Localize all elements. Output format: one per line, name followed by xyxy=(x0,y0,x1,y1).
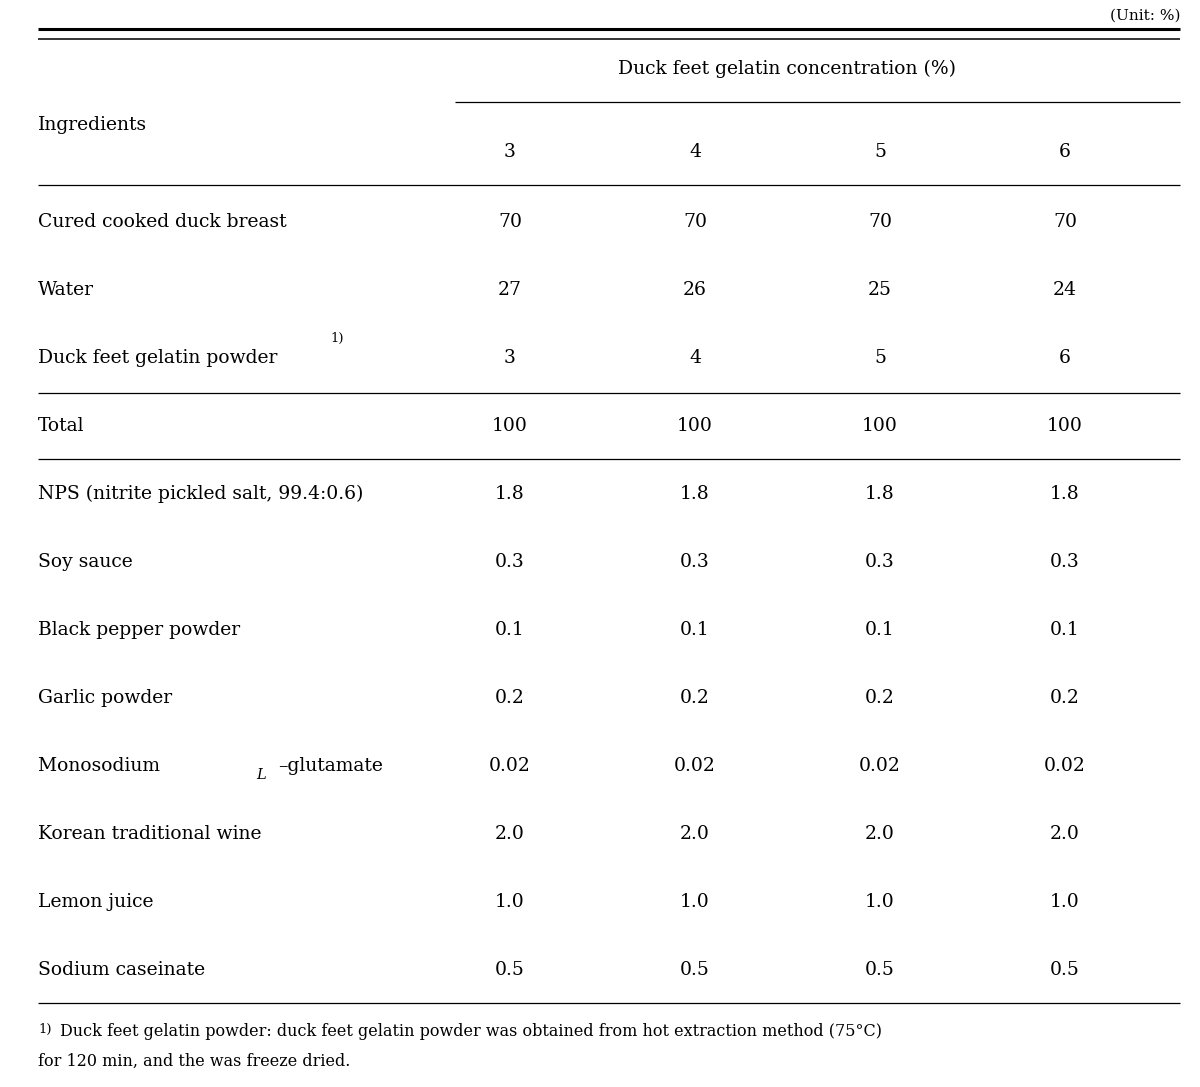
Text: 0.5: 0.5 xyxy=(496,961,524,979)
Text: 0.1: 0.1 xyxy=(496,621,524,639)
Text: Total: Total xyxy=(38,417,84,435)
Text: 3: 3 xyxy=(504,349,516,367)
Text: 5: 5 xyxy=(874,143,886,161)
Text: 1.8: 1.8 xyxy=(680,485,710,503)
Text: 100: 100 xyxy=(677,417,713,435)
Text: Monosodium: Monosodium xyxy=(38,757,166,775)
Text: 1): 1) xyxy=(330,332,343,345)
Text: 0.3: 0.3 xyxy=(865,553,895,571)
Text: Duck feet gelatin concentration (%): Duck feet gelatin concentration (%) xyxy=(618,60,956,78)
Text: 0.3: 0.3 xyxy=(680,553,710,571)
Text: 70: 70 xyxy=(498,213,522,232)
Text: 1.0: 1.0 xyxy=(496,894,524,911)
Text: Duck feet gelatin powder: duck feet gelatin powder was obtained from hot extract: Duck feet gelatin powder: duck feet gela… xyxy=(60,1023,882,1040)
Text: 2.0: 2.0 xyxy=(1050,825,1080,844)
Text: 3: 3 xyxy=(504,143,516,161)
Text: 4: 4 xyxy=(689,349,701,367)
Text: 1.8: 1.8 xyxy=(865,485,895,503)
Text: NPS (nitrite pickled salt, 99.4:0.6): NPS (nitrite pickled salt, 99.4:0.6) xyxy=(38,485,364,503)
Text: 2.0: 2.0 xyxy=(496,825,524,844)
Text: 26: 26 xyxy=(683,282,707,299)
Text: 0.02: 0.02 xyxy=(490,757,530,775)
Text: 0.2: 0.2 xyxy=(680,689,710,707)
Text: Sodium caseinate: Sodium caseinate xyxy=(38,961,205,979)
Text: 0.1: 0.1 xyxy=(1050,621,1080,639)
Text: 1): 1) xyxy=(38,1023,52,1036)
Text: 100: 100 xyxy=(862,417,898,435)
Text: 100: 100 xyxy=(1048,417,1082,435)
Text: 1.0: 1.0 xyxy=(680,894,710,911)
Text: Water: Water xyxy=(38,282,94,299)
Text: 1.0: 1.0 xyxy=(1050,894,1080,911)
Text: 27: 27 xyxy=(498,282,522,299)
Text: 0.5: 0.5 xyxy=(865,961,895,979)
Text: 1.8: 1.8 xyxy=(1050,485,1080,503)
Text: Lemon juice: Lemon juice xyxy=(38,894,154,911)
Text: Cured cooked duck breast: Cured cooked duck breast xyxy=(38,213,287,232)
Text: 0.3: 0.3 xyxy=(496,553,524,571)
Text: 1.8: 1.8 xyxy=(496,485,524,503)
Text: 0.02: 0.02 xyxy=(674,757,716,775)
Text: 0.1: 0.1 xyxy=(865,621,895,639)
Text: 2.0: 2.0 xyxy=(680,825,710,844)
Text: 0.2: 0.2 xyxy=(1050,689,1080,707)
Text: L: L xyxy=(256,769,265,782)
Text: 0.1: 0.1 xyxy=(680,621,710,639)
Text: Duck feet gelatin powder: Duck feet gelatin powder xyxy=(38,349,277,367)
Text: Black pepper powder: Black pepper powder xyxy=(38,621,240,639)
Text: Korean traditional wine: Korean traditional wine xyxy=(38,825,262,844)
Text: 0.5: 0.5 xyxy=(680,961,710,979)
Text: 1.0: 1.0 xyxy=(865,894,895,911)
Text: 70: 70 xyxy=(1054,213,1078,232)
Text: 6: 6 xyxy=(1060,143,1070,161)
Text: 25: 25 xyxy=(868,282,892,299)
Text: (Unit: %): (Unit: %) xyxy=(1110,9,1180,23)
Text: 5: 5 xyxy=(874,349,886,367)
Text: 70: 70 xyxy=(683,213,707,232)
Text: 0.2: 0.2 xyxy=(496,689,524,707)
Text: Garlic powder: Garlic powder xyxy=(38,689,172,707)
Text: 0.2: 0.2 xyxy=(865,689,895,707)
Text: 0.3: 0.3 xyxy=(1050,553,1080,571)
Text: 24: 24 xyxy=(1054,282,1078,299)
Text: 0.5: 0.5 xyxy=(1050,961,1080,979)
Text: 0.02: 0.02 xyxy=(859,757,901,775)
Text: 2.0: 2.0 xyxy=(865,825,895,844)
Text: Soy sauce: Soy sauce xyxy=(38,553,133,571)
Text: 6: 6 xyxy=(1060,349,1070,367)
Text: –glutamate: –glutamate xyxy=(278,757,383,775)
Text: Ingredients: Ingredients xyxy=(38,116,148,134)
Text: for 120 min, and the was freeze dried.: for 120 min, and the was freeze dried. xyxy=(38,1053,350,1070)
Text: 4: 4 xyxy=(689,143,701,161)
Text: 0.02: 0.02 xyxy=(1044,757,1086,775)
Text: 70: 70 xyxy=(868,213,892,232)
Text: 100: 100 xyxy=(492,417,528,435)
